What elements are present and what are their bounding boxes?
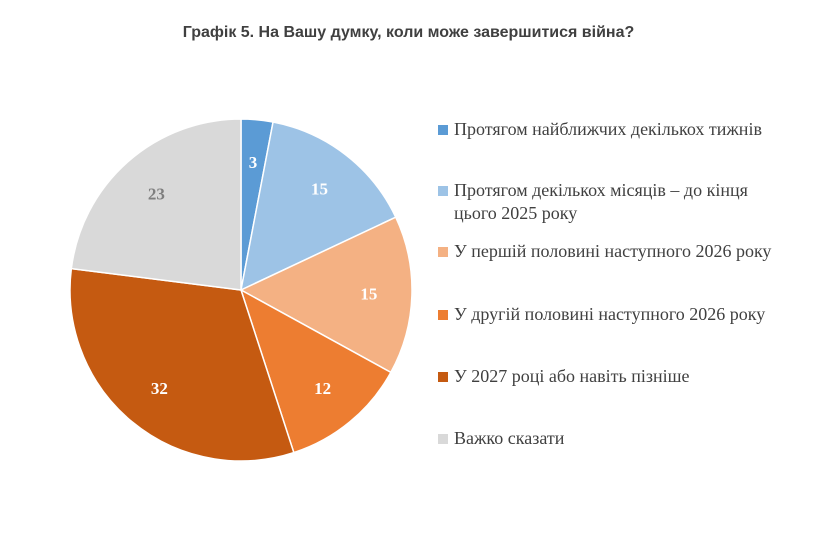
- legend-label: У 2027 році або навіть пізніше: [454, 366, 690, 386]
- legend-swatch: [438, 434, 448, 444]
- data-label-1: 3: [249, 153, 258, 172]
- legend-swatch: [438, 247, 448, 257]
- legend-label: Важко сказати: [454, 428, 565, 448]
- legend-label: Протягом декількох місяців – до кінця ць…: [454, 180, 748, 223]
- legend-item-1: Протягом найближчих декількох тижнів: [438, 118, 774, 141]
- pie-slice-3: [239, 216, 413, 374]
- data-label-3: 15: [360, 285, 377, 304]
- legend-swatch: [438, 186, 448, 196]
- legend-item-5: У 2027 році або навіть пізніше: [438, 365, 774, 388]
- legend-swatch: [438, 125, 448, 135]
- legend-label: Протягом найближчих декількох тижнів: [454, 119, 762, 139]
- legend-label: У першій половині наступного 2026 року: [454, 241, 772, 261]
- data-label-4: 12: [314, 379, 331, 398]
- legend-swatch: [438, 310, 448, 320]
- legend-label: У другій половині наступного 2026 року: [454, 304, 766, 324]
- pie-slice-4: [239, 288, 392, 454]
- pie-slice-5: [69, 267, 295, 462]
- data-label-2: 15: [311, 179, 328, 198]
- data-label-6: 23: [148, 185, 165, 204]
- chart-title: Графік 5. На Вашу думку, коли може завер…: [182, 24, 635, 41]
- legend-item-2: Протягом декількох місяців – до кінця ць…: [438, 179, 774, 225]
- pie-slice-2: [239, 121, 397, 292]
- legend-swatch: [438, 372, 448, 382]
- data-label-5: 32: [151, 379, 168, 398]
- pie-slice-6: [70, 118, 242, 291]
- legend-item-4: У другій половині наступного 2026 року: [438, 303, 774, 326]
- legend-item-6: Важко сказати: [438, 427, 774, 450]
- legend-item-3: У першій половині наступного 2026 року: [438, 240, 774, 263]
